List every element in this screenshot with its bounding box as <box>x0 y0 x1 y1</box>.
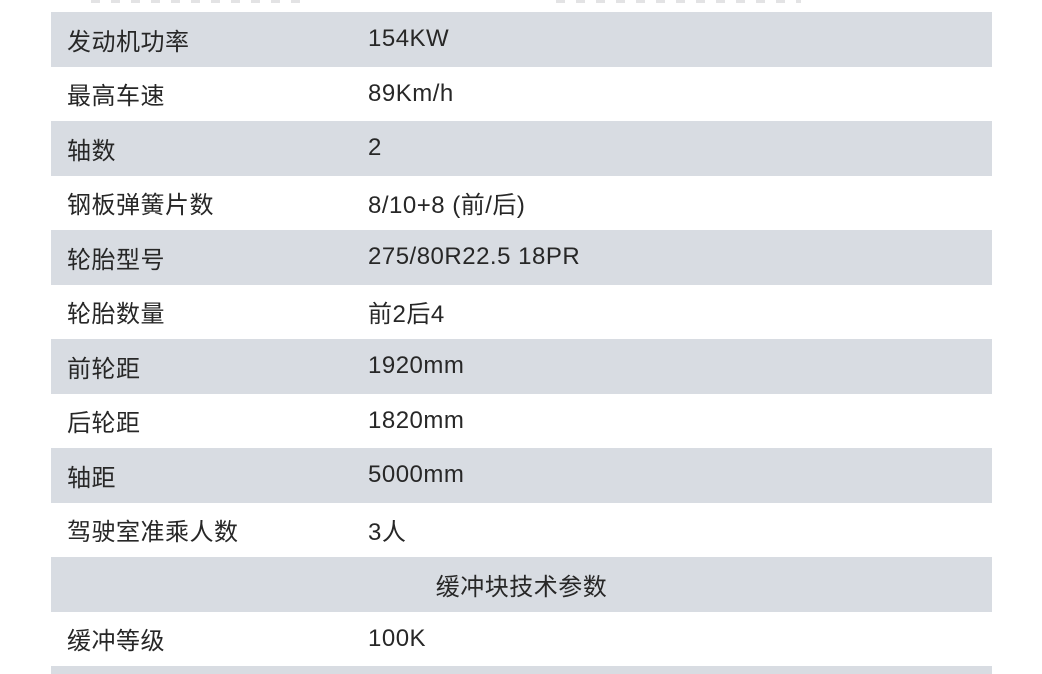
table-row: 轴数 2 <box>51 121 992 176</box>
spec-value: 8/10+8 (前/后) <box>368 192 526 220</box>
table-row: 前轮距 1920mm <box>51 339 992 394</box>
table-row: 后轮距 1820mm <box>51 393 992 448</box>
table-row: 缓冲等级 100K <box>51 611 992 666</box>
table-row: 轮胎数量 前2后4 <box>51 284 992 339</box>
spec-label: 轮胎型号 <box>67 246 165 274</box>
spec-label: 轴数 <box>67 137 116 165</box>
spec-label: 缓冲等级 <box>67 628 165 656</box>
spec-value: 5000mm <box>368 461 465 489</box>
section-header-row: 缓冲块技术参数 <box>51 557 992 612</box>
section-header-title: 缓冲块技术参数 <box>435 573 608 601</box>
spec-label: 驾驶室准乘人数 <box>67 519 239 547</box>
clipped-row-bottom <box>51 666 992 674</box>
table-row: 最高车速 89Km/h <box>51 66 992 121</box>
spec-value: 100K <box>368 624 427 652</box>
spec-value: 154KW <box>368 25 450 53</box>
spec-table: 发动机功率 154KW 最高车速 89Km/h 轴数 2 钢板弹簧片数 8/10… <box>51 0 992 674</box>
spec-label: 钢板弹簧片数 <box>67 192 214 220</box>
spec-label: 发动机功率 <box>67 28 190 56</box>
spec-value: 275/80R22.5 18PR <box>368 243 581 271</box>
table-row: 轴距 5000mm <box>51 448 992 503</box>
spec-value: 前2后4 <box>368 301 445 329</box>
clipped-row-top <box>51 0 992 12</box>
clipped-text-remnant <box>91 0 306 3</box>
spec-label: 轴距 <box>67 464 116 492</box>
spec-label: 轮胎数量 <box>67 301 165 329</box>
spec-label: 前轮距 <box>67 355 141 383</box>
table-row: 发动机功率 154KW <box>51 12 992 67</box>
spec-value: 3人 <box>368 519 407 547</box>
table-row: 轮胎型号 275/80R22.5 18PR <box>51 230 992 285</box>
spec-label: 后轮距 <box>67 410 141 438</box>
clipped-text-remnant <box>556 0 801 3</box>
spec-value: 89Km/h <box>368 79 454 107</box>
spec-label: 最高车速 <box>67 83 165 111</box>
spec-value: 1920mm <box>368 352 465 380</box>
table-row: 钢板弹簧片数 8/10+8 (前/后) <box>51 175 992 230</box>
spec-value: 1820mm <box>368 406 465 434</box>
table-row: 驾驶室准乘人数 3人 <box>51 502 992 557</box>
spec-value: 2 <box>368 134 382 162</box>
